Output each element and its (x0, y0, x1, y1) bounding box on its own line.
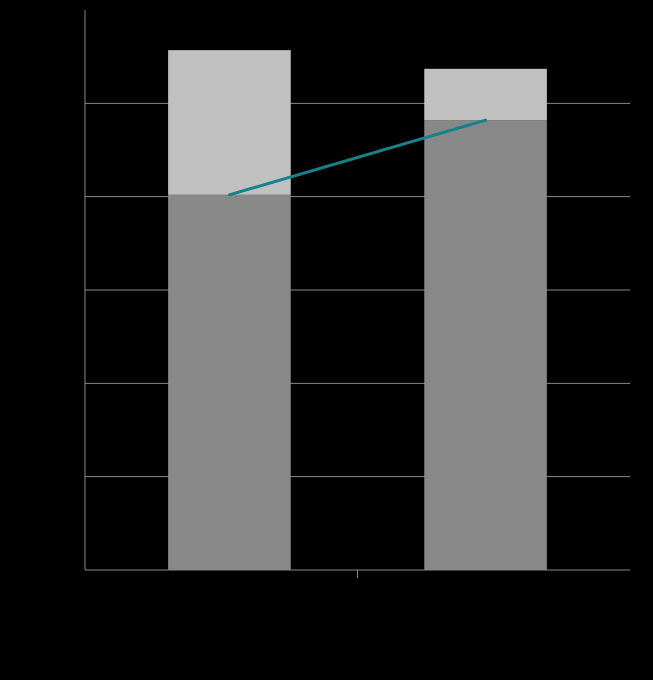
bar-bottom-segment (424, 120, 547, 570)
bar-top-segment (424, 69, 547, 120)
bar-bottom-segment (168, 195, 291, 570)
stacked-bar-chart (0, 0, 653, 680)
bar-top-segment (168, 50, 291, 195)
chart-background (0, 0, 653, 680)
